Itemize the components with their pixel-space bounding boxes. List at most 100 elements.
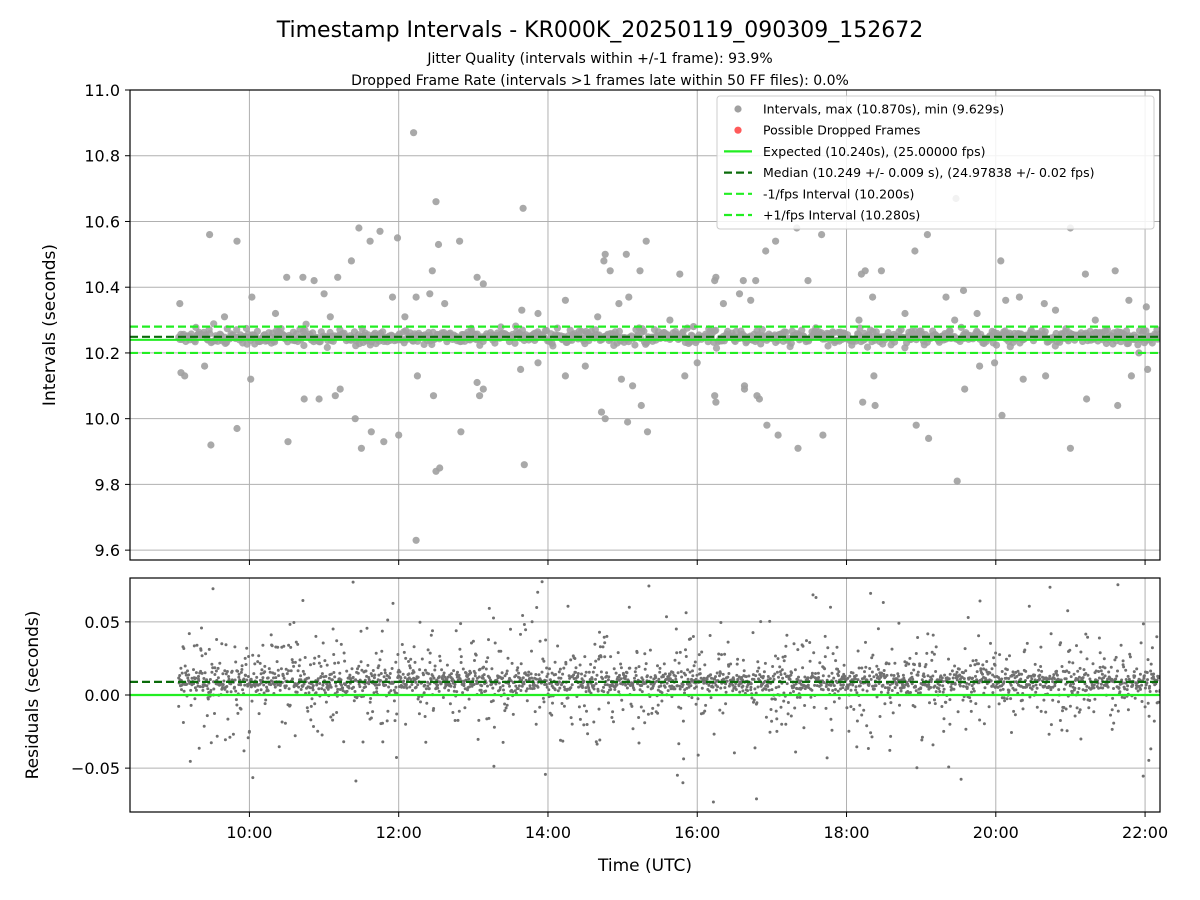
residual-point	[1082, 697, 1086, 701]
residual-point	[405, 686, 409, 690]
interval-outlier-point	[712, 273, 720, 281]
interval-outlier-point	[1040, 300, 1048, 308]
residual-point	[843, 675, 847, 678]
residual-point	[343, 659, 347, 663]
residual-point	[933, 702, 937, 706]
residual-point	[941, 684, 945, 688]
residual-point	[615, 683, 619, 686]
residual-point	[500, 671, 504, 675]
residual-point	[766, 684, 770, 688]
residual-point	[1087, 706, 1091, 710]
interval-point	[253, 327, 261, 335]
residual-point	[849, 705, 853, 709]
residual-point	[212, 687, 216, 691]
residual-point	[1133, 696, 1137, 700]
interval-point	[787, 339, 795, 347]
residual-point	[956, 710, 960, 714]
residual-point	[1049, 723, 1053, 727]
residual-point	[915, 766, 919, 770]
residual-point	[335, 690, 339, 694]
residual-point	[1086, 635, 1090, 639]
residual-point	[808, 641, 812, 644]
residual-point	[394, 660, 398, 664]
residual-point	[849, 688, 853, 692]
residual-point	[242, 677, 246, 681]
residual-point	[467, 677, 471, 681]
residual-point	[734, 688, 738, 691]
residual-point	[513, 689, 517, 693]
interval-outlier-point	[233, 424, 241, 433]
interval-point	[712, 344, 721, 352]
residual-point	[218, 661, 222, 665]
residual-point	[478, 667, 482, 671]
residual-point	[273, 672, 277, 676]
residual-point	[412, 670, 416, 674]
residual-point	[1116, 669, 1119, 673]
residual-point	[432, 707, 436, 710]
residual-point	[958, 673, 962, 677]
residual-point	[197, 746, 201, 750]
residual-point	[964, 669, 968, 673]
residual-point	[1154, 682, 1158, 686]
residual-point	[463, 706, 467, 710]
interval-outlier-point	[1125, 296, 1133, 304]
residual-point	[1019, 677, 1023, 681]
residual-point	[559, 676, 563, 680]
residual-point	[582, 680, 586, 683]
residual-point	[480, 691, 484, 695]
residual-point	[1116, 709, 1120, 713]
legend-dropped-marker	[734, 126, 742, 134]
residual-point	[453, 682, 457, 686]
residual-point	[669, 687, 673, 691]
residual-point	[690, 679, 694, 682]
residual-point	[891, 711, 895, 715]
residual-point	[746, 689, 749, 693]
residual-point	[711, 685, 715, 689]
residual-point	[245, 678, 249, 682]
residual-point	[324, 674, 328, 678]
residual-point	[623, 677, 627, 681]
residual-point	[1149, 662, 1153, 666]
residual-point	[848, 674, 852, 678]
residual-point	[335, 639, 339, 643]
residual-point	[823, 667, 827, 671]
residual-point	[879, 690, 883, 694]
residual-point	[876, 627, 880, 631]
residual-point	[781, 676, 785, 680]
residual-point	[432, 676, 436, 680]
residual-point	[1084, 672, 1088, 675]
residual-point	[621, 708, 625, 712]
interval-outlier-point	[581, 362, 589, 370]
residuals-ylabel: Residuals (seconds)	[23, 611, 43, 780]
interval-outlier-point	[762, 247, 770, 255]
interval-outlier-point	[315, 395, 323, 403]
interval-outlier-point	[1019, 375, 1027, 383]
residual-point	[825, 756, 829, 760]
residual-point	[524, 689, 528, 693]
residual-point	[243, 656, 247, 660]
residual-point	[892, 674, 896, 677]
residual-point	[985, 660, 989, 663]
residual-point	[402, 685, 406, 689]
residual-point	[355, 695, 359, 699]
residual-point	[814, 672, 817, 675]
residual-point	[345, 669, 349, 673]
residual-point	[229, 690, 233, 694]
residual-point	[578, 663, 582, 667]
residual-point	[227, 675, 231, 678]
residual-point	[610, 682, 614, 686]
residual-point	[707, 689, 711, 693]
residual-point	[845, 706, 849, 710]
residual-point	[420, 657, 424, 661]
residual-point	[694, 677, 698, 681]
residual-point	[869, 731, 873, 735]
residual-point	[637, 665, 641, 669]
residual-point	[776, 657, 780, 661]
residual-point	[1149, 669, 1153, 673]
residual-point	[823, 634, 827, 638]
residual-point	[361, 689, 365, 693]
residual-point	[550, 671, 554, 675]
interval-outlier-point	[1015, 293, 1024, 301]
residual-point	[969, 664, 972, 668]
residual-point	[1081, 688, 1085, 692]
